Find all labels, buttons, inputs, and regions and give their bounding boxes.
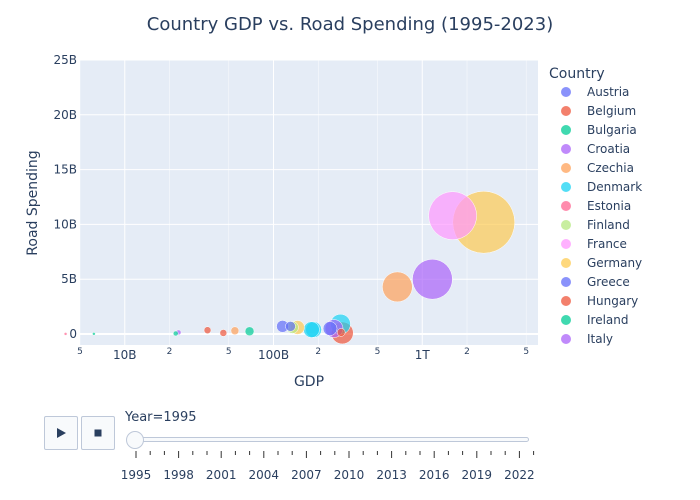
legend[interactable]: Austria Belgium Bulgaria Croatia Czechia Denm… bbox=[561, 85, 642, 346]
legend-marker bbox=[561, 258, 571, 268]
point-extra-1 bbox=[172, 330, 179, 337]
x-tick-label: 5 bbox=[226, 347, 232, 357]
slider-tick-label: 2022 bbox=[504, 468, 535, 482]
point-greece bbox=[285, 321, 296, 332]
legend-marker bbox=[561, 277, 571, 287]
legend-marker bbox=[561, 334, 571, 344]
legend-marker bbox=[561, 239, 571, 249]
slider-tick-label: 2016 bbox=[419, 468, 450, 482]
point-france bbox=[428, 191, 477, 240]
chart-title: Country GDP vs. Road Spending (1995-2023… bbox=[147, 14, 553, 35]
legend-marker bbox=[561, 296, 571, 306]
play-icon bbox=[57, 428, 66, 438]
slider-current-label: Year=1995 bbox=[125, 410, 197, 425]
legend-item-austria[interactable]: Austria bbox=[561, 85, 629, 99]
x-tick-label: 5 bbox=[523, 347, 529, 357]
y-tick-label: 0 bbox=[69, 327, 77, 341]
legend-marker bbox=[561, 220, 571, 230]
slider-tick-label: 2007 bbox=[291, 468, 322, 482]
legend-item-croatia[interactable]: Croatia bbox=[561, 142, 630, 156]
legend-label: Austria bbox=[587, 85, 629, 99]
legend-label: Finland bbox=[587, 218, 630, 232]
legend-marker bbox=[561, 182, 571, 192]
slider-tick-label: 2010 bbox=[334, 468, 365, 482]
data-points bbox=[63, 190, 515, 345]
legend-label: Estonia bbox=[587, 199, 631, 213]
year-slider-track[interactable] bbox=[127, 437, 529, 442]
legend-item-belgium[interactable]: Belgium bbox=[561, 104, 636, 118]
point-extra-2 bbox=[382, 271, 413, 303]
legend-marker bbox=[561, 106, 571, 116]
year-slider-handle[interactable] bbox=[126, 431, 144, 449]
y-tick-labels: 0 5B 10B 15B 20B 25B bbox=[53, 53, 77, 341]
point-extra-0 bbox=[203, 326, 212, 334]
point-austria bbox=[322, 321, 338, 336]
legend-label: Czechia bbox=[587, 161, 634, 175]
point-ireland bbox=[244, 326, 255, 337]
legend-item-italy[interactable]: Italy bbox=[561, 332, 613, 346]
point-estonia bbox=[63, 332, 68, 336]
x-tick-label: 2 bbox=[167, 347, 173, 357]
slider-tick-label: 2001 bbox=[206, 468, 237, 482]
point-italy bbox=[412, 258, 453, 300]
legend-label: Belgium bbox=[587, 104, 636, 118]
y-tick-label: 20B bbox=[53, 108, 77, 122]
legend-marker bbox=[561, 163, 571, 173]
legend-item-germany[interactable]: Germany bbox=[561, 256, 642, 270]
legend-item-hungary[interactable]: Hungary bbox=[561, 294, 638, 308]
legend-item-denmark[interactable]: Denmark bbox=[561, 180, 642, 194]
legend-marker bbox=[561, 201, 571, 211]
legend-label: Bulgaria bbox=[587, 123, 637, 137]
x-tick-label: 1T bbox=[415, 348, 431, 362]
y-tick-label: 10B bbox=[53, 217, 77, 231]
legend-label: Hungary bbox=[587, 294, 638, 308]
legend-label: Greece bbox=[587, 275, 630, 289]
legend-marker bbox=[561, 125, 571, 135]
legend-item-ireland[interactable]: Ireland bbox=[561, 313, 629, 327]
x-tick-label: 10B bbox=[113, 348, 137, 362]
x-tick-label: 2 bbox=[464, 347, 470, 357]
point-extra-5 bbox=[303, 321, 320, 338]
legend-label: Italy bbox=[587, 332, 613, 346]
point-czechia bbox=[230, 326, 240, 335]
point-belgium bbox=[336, 328, 346, 337]
legend-label: Denmark bbox=[587, 180, 642, 194]
x-tick-labels: 5 10B 2 5 100B 2 5 1T 2 5 bbox=[77, 347, 529, 362]
x-tick-label: 5 bbox=[77, 347, 83, 357]
legend-marker bbox=[561, 87, 571, 97]
stop-button[interactable] bbox=[81, 416, 115, 450]
slider-ticks: 1995 1998 2001 2004 2007 2010 2013 2016 2019 2022 bbox=[121, 451, 535, 482]
legend-item-france[interactable]: France bbox=[561, 237, 627, 251]
legend-label: France bbox=[587, 237, 627, 251]
legend-marker bbox=[561, 315, 571, 325]
legend-item-greece[interactable]: Greece bbox=[561, 275, 630, 289]
legend-label: Ireland bbox=[587, 313, 629, 327]
legend-label: Germany bbox=[587, 256, 642, 270]
slider-tick-label: 1995 bbox=[121, 468, 152, 482]
x-axis-label: GDP bbox=[294, 374, 324, 390]
y-tick-label: 25B bbox=[53, 53, 77, 67]
y-tick-label: 5B bbox=[61, 272, 77, 286]
legend-label: Croatia bbox=[587, 142, 630, 156]
x-tick-label: 100B bbox=[258, 348, 289, 362]
slider-tick-label: 2004 bbox=[249, 468, 280, 482]
legend-item-czechia[interactable]: Czechia bbox=[561, 161, 634, 175]
y-tick-label: 15B bbox=[53, 163, 77, 177]
legend-item-bulgaria[interactable]: Bulgaria bbox=[561, 123, 637, 137]
point-bulgaria bbox=[92, 332, 96, 336]
legend-item-estonia[interactable]: Estonia bbox=[561, 199, 631, 213]
legend-title: Country bbox=[549, 66, 605, 82]
slider-tick-label: 1998 bbox=[163, 468, 194, 482]
x-tick-label: 2 bbox=[315, 347, 321, 357]
y-axis-label: Road Spending bbox=[25, 150, 41, 255]
legend-item-finland[interactable]: Finland bbox=[561, 218, 630, 232]
slider-tick-label: 2013 bbox=[376, 468, 407, 482]
stop-icon bbox=[94, 429, 102, 437]
x-tick-label: 5 bbox=[375, 347, 381, 357]
point-hungary bbox=[219, 329, 228, 337]
play-button[interactable] bbox=[44, 416, 78, 450]
legend-marker bbox=[561, 144, 571, 154]
slider-tick-label: 2019 bbox=[462, 468, 493, 482]
